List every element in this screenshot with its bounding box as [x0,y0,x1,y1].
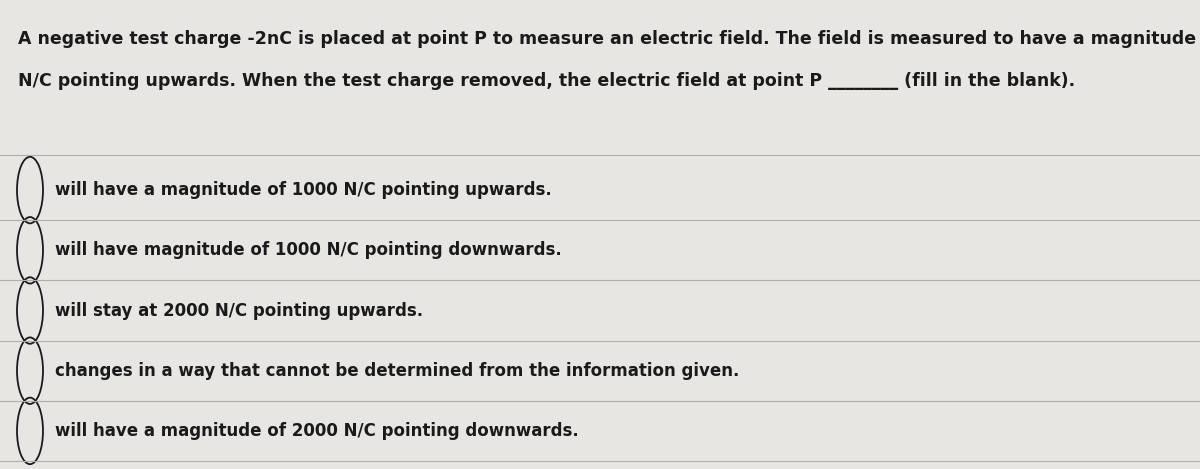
Text: N/C pointing upwards. When the test charge removed, the electric field at point : N/C pointing upwards. When the test char… [18,72,1075,90]
Text: A negative test charge -2nC is placed at point P to measure an electric field. T: A negative test charge -2nC is placed at… [18,30,1200,48]
Text: will have a magnitude of 2000 N/C pointing downwards.: will have a magnitude of 2000 N/C pointi… [55,422,578,440]
Text: will have magnitude of 1000 N/C pointing downwards.: will have magnitude of 1000 N/C pointing… [55,241,562,259]
Text: will have a magnitude of 1000 N/C pointing upwards.: will have a magnitude of 1000 N/C pointi… [55,181,552,199]
Text: changes in a way that cannot be determined from the information given.: changes in a way that cannot be determin… [55,362,739,380]
Text: will stay at 2000 N/C pointing upwards.: will stay at 2000 N/C pointing upwards. [55,302,424,319]
